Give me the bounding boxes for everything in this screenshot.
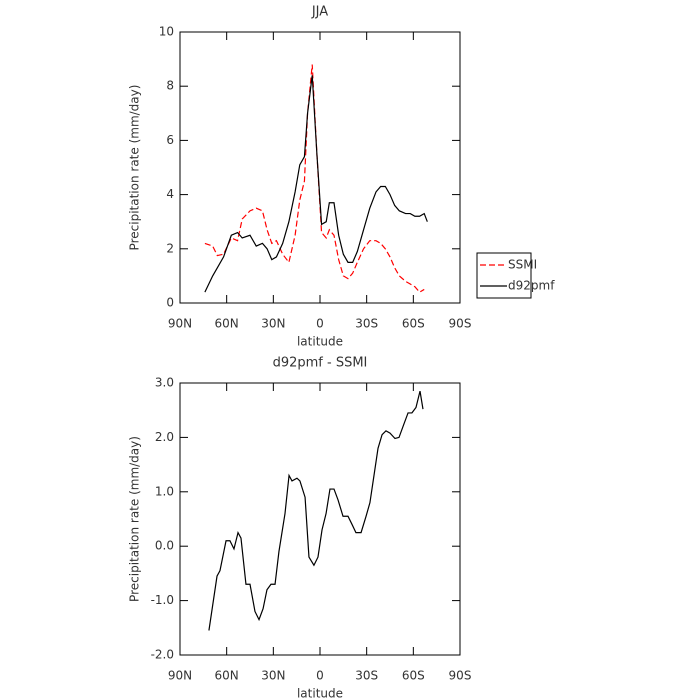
y-tick-label: 1.0 xyxy=(155,484,174,498)
x-axis-label: latitude xyxy=(297,335,343,349)
legend-label: SSMI xyxy=(508,258,537,272)
x-tick-label: 90S xyxy=(449,669,472,683)
x-tick-label: 60N xyxy=(215,669,239,683)
y-tick-label: 2.0 xyxy=(155,430,174,444)
x-tick-label: 0 xyxy=(316,317,324,331)
legend-box xyxy=(476,252,532,299)
x-tick-label: 30S xyxy=(355,669,378,683)
y-tick-label: 3.0 xyxy=(155,376,174,390)
x-tick-label: 0 xyxy=(316,669,324,683)
x-tick-label: 90N xyxy=(168,317,192,331)
x-tick-label: 30N xyxy=(261,669,285,683)
y-tick-label: 8 xyxy=(166,79,174,93)
y-axis-label: Precipitation rate (mm/day) xyxy=(128,85,142,251)
legend-label: d92pmf xyxy=(508,279,555,293)
data-line xyxy=(204,75,428,293)
data-line xyxy=(208,391,424,631)
plot-frame xyxy=(179,382,461,656)
y-tick-label: -2.0 xyxy=(151,648,174,662)
chart-title: JJA xyxy=(311,5,328,20)
y-tick-label: 10 xyxy=(159,25,174,39)
x-tick-label: 60S xyxy=(402,669,425,683)
x-tick-label: 60N xyxy=(215,317,239,331)
y-tick-label: -1.0 xyxy=(151,593,174,607)
y-tick-label: 4 xyxy=(166,187,174,201)
x-tick-label: 90S xyxy=(449,317,472,331)
x-tick-label: 30N xyxy=(261,317,285,331)
plot-frame xyxy=(179,31,461,304)
x-axis-label: latitude xyxy=(297,687,343,700)
y-axis-label: Precipitation rate (mm/day) xyxy=(128,436,142,602)
y-tick-label: 0 xyxy=(166,296,174,310)
x-tick-label: 30S xyxy=(355,317,378,331)
data-line xyxy=(204,64,425,293)
x-tick-label: 60S xyxy=(402,317,425,331)
chart-title: d92pmf - SSMI xyxy=(273,356,368,371)
y-tick-label: 0.0 xyxy=(155,539,174,553)
y-tick-label: 2 xyxy=(166,241,174,255)
y-tick-label: 6 xyxy=(166,133,174,147)
x-tick-label: 90N xyxy=(168,669,192,683)
